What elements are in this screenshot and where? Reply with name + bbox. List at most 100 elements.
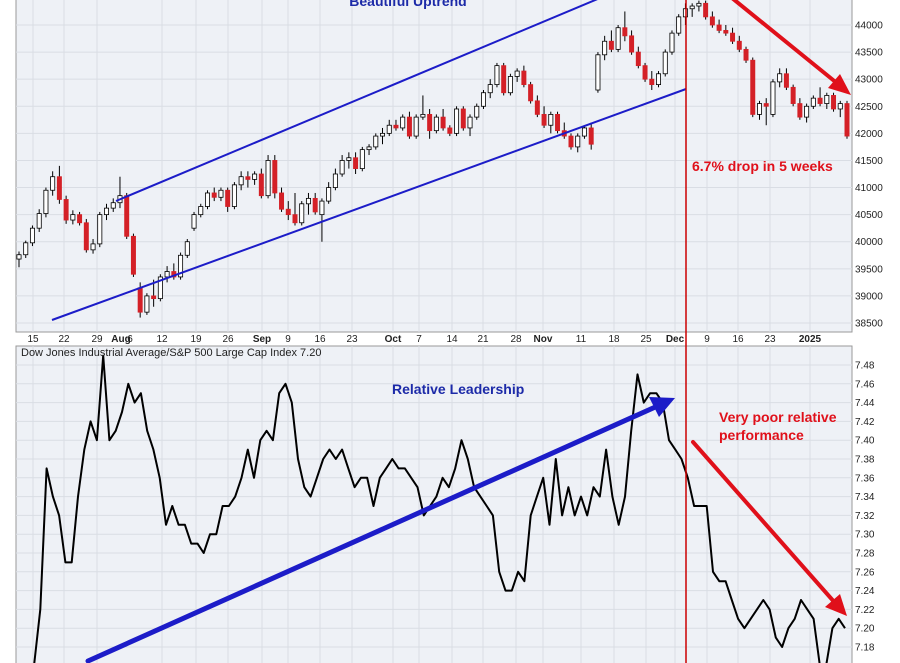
x-tick-label: 16 [314,334,326,345]
candle-body [63,199,69,221]
candle-body [23,242,29,256]
candle-body [292,214,298,224]
candle-body [817,97,823,104]
candle-body [521,70,527,85]
candle-body [90,243,96,251]
candle-body [528,84,534,102]
candle-body [43,189,49,214]
candle-body [373,135,379,148]
relative-leadership-arrowhead [649,397,675,417]
candle-body [56,176,62,200]
price-y-axis: 38500 39000 39500 40000 40500 41000 41500 42000… [855,21,883,330]
candle-body [440,116,446,129]
poor-relative-annotation: Very poor relative performance [719,409,840,443]
price-y-tick-label: 39000 [855,291,883,302]
candle-body [750,59,756,115]
candle-body [225,189,231,207]
uptrend-channel-lower-line [51,88,687,321]
candle-body [615,27,621,50]
ratio-y-tick-label: 7.24 [855,586,875,597]
ratio-y-tick-label: 7.30 [855,530,875,541]
candle-body [36,213,42,229]
candle-body [481,92,486,107]
candle-body [736,40,742,50]
price-candles [16,0,850,318]
candle-body [555,114,561,132]
price-drop-arrow [731,0,840,86]
candle-body [366,146,372,151]
candle-body [622,27,628,37]
x-tick-label: 18 [608,334,620,345]
candle-body [703,2,709,18]
candle-body [447,127,453,134]
candle-body [427,114,433,132]
x-tick-label: 29 [91,334,103,345]
candle-body [231,184,237,207]
candle-body [218,189,224,198]
candle-body [783,73,789,88]
candle-body [723,30,729,34]
candle-body [568,135,574,148]
candle-body [649,78,655,85]
candle-body [346,157,352,161]
candle-body [696,2,702,7]
candle-body [824,95,830,104]
candle-body [487,84,493,94]
ratio-y-tick-label: 7.36 [855,473,875,484]
x-tick-label: 23 [764,334,776,345]
ratio-y-tick-label: 7.26 [855,567,875,578]
x-tick-label: 26 [222,334,234,345]
candle-body [548,114,554,126]
candle-body [669,32,675,53]
candle-body [191,214,197,229]
candle-body [272,160,278,194]
candle-body [50,176,56,191]
candle-body [514,70,520,77]
candle-body [211,192,217,198]
relative-leadership-annotation: Relative Leadership [392,381,524,397]
candle-body [97,214,103,245]
candle-body [757,103,762,115]
candle-body [258,173,264,197]
price-y-tick-label: 39500 [855,264,883,275]
price-y-tick-label: 40000 [855,237,883,248]
candle-body [420,114,426,118]
candle-body [130,235,136,275]
candle-body [252,173,258,180]
ratio-y-tick-label: 7.18 [855,643,875,654]
candle-body [642,65,648,80]
ratio-y-tick-label: 7.42 [855,417,875,428]
candle-body [184,241,190,256]
ratio-y-tick-label: 7.20 [855,624,875,635]
price-y-tick-label: 43500 [855,48,883,59]
candle-body [433,116,439,132]
price-y-tick-label: 40500 [855,210,883,221]
ratio-grid [16,346,852,663]
candle-body [656,73,661,85]
ratio-y-tick-label: 7.48 [855,361,875,372]
x-tick-label: 23 [346,334,358,345]
candle-body [460,108,466,129]
candle-body [837,103,843,110]
candle-body [689,5,695,10]
ratio-y-tick-label: 7.38 [855,455,875,466]
candle-body [844,103,850,137]
candle-body [29,227,35,244]
candle-body [575,135,581,148]
ratio-line [33,354,846,663]
candle-body [205,192,210,207]
candle-body [332,173,338,188]
ratio-y-tick-label: 7.46 [855,379,875,390]
poor-relative-line-1: Very poor relative [719,409,837,425]
candle-body [494,65,500,85]
ratio-y-axis: 7.18 7.20 7.22 7.24 7.26 7.28 7.30 7.32 7.34 7.36… [855,361,875,654]
candle-body [635,51,641,67]
price-y-tick-label: 41500 [855,156,883,167]
x-tick-label: Oct [385,334,402,345]
candle-body [413,116,419,137]
x-tick-label: 14 [446,334,458,345]
candle-body [831,95,837,110]
candle-body [70,214,76,221]
candle-body [164,271,170,278]
